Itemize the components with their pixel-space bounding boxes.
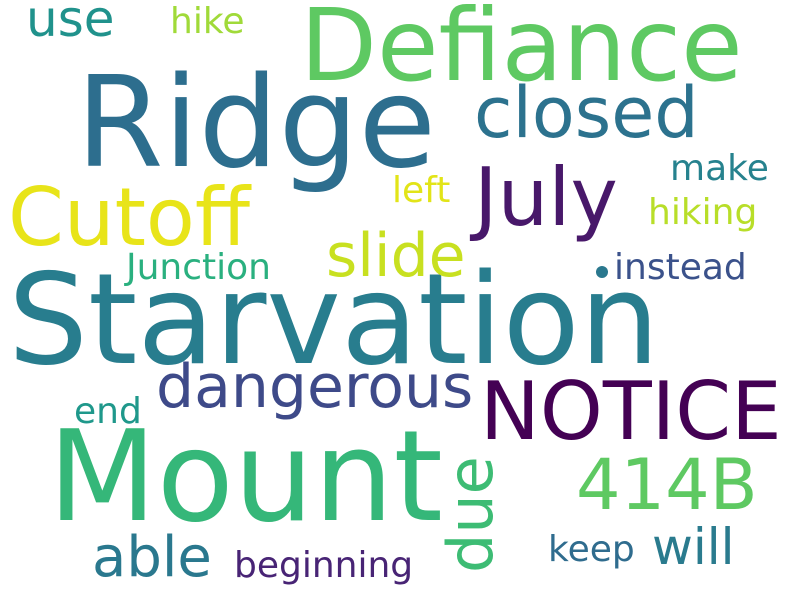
word-hike: hike <box>170 1 245 42</box>
word-due: due <box>434 456 507 573</box>
word-junction: Junction <box>126 247 272 288</box>
word-mount: Mount <box>48 403 443 550</box>
word-414b: 414B <box>576 444 758 526</box>
word-ridge: Ridge <box>76 49 437 196</box>
word-beginning: beginning <box>234 545 414 586</box>
word-make: make <box>670 148 769 189</box>
word-cutoff: Cutoff <box>8 171 250 264</box>
word-closed: closed <box>474 72 699 154</box>
word-keep: keep <box>548 529 635 570</box>
dot-mark <box>596 266 608 278</box>
word-instead: instead <box>614 247 747 288</box>
word-july: July <box>474 151 618 244</box>
word-hiking: hiking <box>648 192 758 233</box>
word-able: able <box>92 525 212 590</box>
word-use: use <box>26 0 115 48</box>
word-end: end <box>74 391 142 432</box>
word-slide: slide <box>326 221 466 291</box>
word-notice: NOTICE <box>480 365 782 458</box>
word-left: left <box>392 170 451 211</box>
word-will: will <box>652 518 735 576</box>
word-defiance: Defiance <box>300 0 743 104</box>
word-starvation: Starvation <box>8 246 660 393</box>
word-dangerous: dangerous <box>156 352 474 422</box>
